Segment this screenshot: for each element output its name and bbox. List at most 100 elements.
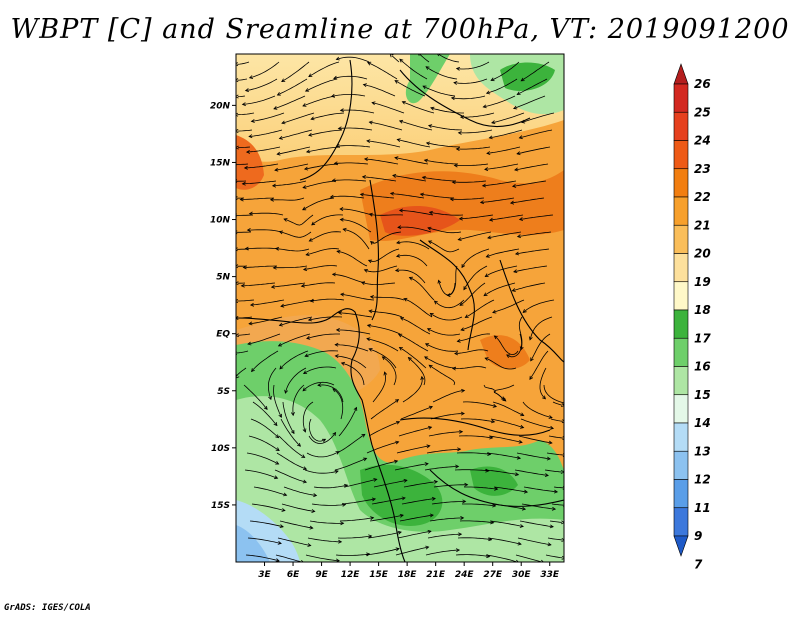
streamline-arrow-15	[333, 75, 338, 80]
streamline-181	[367, 324, 401, 335]
streamline-arrow-79	[271, 183, 277, 188]
streamline-259	[426, 448, 461, 454]
streamline-95	[420, 193, 455, 199]
streamline-266	[304, 469, 339, 474]
streamline-arrow-80	[302, 185, 307, 189]
streamline-arrow-308	[277, 540, 282, 545]
field-north-green-1	[405, 54, 450, 104]
streamline-84	[422, 176, 457, 182]
streamline-arrow-125	[342, 227, 347, 232]
streamline-285	[553, 486, 564, 489]
streamline-arrow-169	[337, 311, 342, 315]
streamline-arrow-82	[361, 175, 366, 179]
streamline-42	[491, 112, 525, 124]
streamline-219	[543, 384, 564, 404]
streamline-arrow-6	[418, 54, 420, 56]
streamline-61	[397, 139, 431, 148]
streamline-arrow-297	[279, 524, 284, 528]
streamline-arrow-103	[339, 207, 344, 211]
streamline-210	[273, 384, 282, 418]
streamline-211	[292, 384, 305, 416]
streamline-arrow-141	[484, 273, 489, 277]
border-3	[369, 179, 379, 321]
streamline-arrow-267	[363, 457, 368, 462]
streamline-144	[241, 282, 276, 287]
streamline-arrow-78	[241, 181, 246, 186]
streamline-315	[457, 537, 492, 541]
streamline-65	[517, 146, 551, 155]
streamline-arrow-37	[339, 108, 344, 113]
streamline-117	[427, 227, 462, 234]
streamline-arrow-235	[394, 399, 400, 403]
streamline-221	[282, 401, 295, 434]
streamline-arrow-196	[493, 335, 498, 340]
streamline-272	[484, 469, 519, 476]
streamline-212	[302, 381, 335, 392]
streamline-arrow-128	[427, 240, 433, 245]
streamline-258	[396, 445, 430, 454]
streamline-arrow-225	[420, 375, 425, 381]
streamline-141	[485, 265, 518, 277]
streamline-168	[308, 316, 343, 321]
streamline-281	[433, 484, 468, 488]
streamline-278	[343, 478, 377, 488]
streamline-arrow-216	[428, 364, 433, 369]
streamline-arrow-199	[268, 395, 272, 401]
streamline-248	[428, 431, 463, 437]
streamline-79	[272, 180, 307, 187]
streamline-arrow-39	[401, 101, 406, 105]
streamline-arrow-107	[458, 216, 463, 221]
streamline-282	[464, 486, 498, 490]
streamline-arrow-284	[553, 489, 559, 494]
wbpt-field	[236, 54, 564, 562]
streamline-arrow-81	[331, 178, 336, 183]
streamline-arrow-100	[248, 211, 253, 216]
streamline-56	[246, 146, 281, 153]
streamline-31	[483, 95, 516, 108]
streamline-254	[276, 452, 307, 470]
streamline-arrow-265	[302, 479, 308, 484]
x-tick-label-3: 12E	[341, 570, 361, 580]
streamline-arrow-149	[394, 268, 400, 273]
colorbar-label-1: 25	[694, 105, 711, 119]
x-tick-label-4: 15E	[369, 570, 389, 580]
streamline-39	[402, 101, 435, 114]
streamline-252	[548, 435, 564, 439]
streamline-22	[237, 95, 246, 97]
border-2	[399, 69, 531, 128]
streamline-arrow-50	[398, 119, 404, 124]
streamline-142	[513, 265, 548, 273]
streamline-25	[302, 95, 336, 107]
streamline-arrow-192	[366, 337, 371, 342]
streamline-arrow-246	[395, 421, 401, 425]
streamline-arrow-109	[518, 217, 524, 221]
streamline-arrow-173	[460, 327, 465, 332]
streamline-arrow-195	[454, 351, 459, 356]
streamline-arrow-105	[398, 208, 403, 213]
streamline-arrow-185	[506, 354, 511, 359]
streamline-arrow-218	[500, 396, 505, 401]
colorbar-cell-7	[673, 253, 689, 283]
streamline-40	[430, 107, 464, 114]
colorbar-label-8: 18	[694, 303, 711, 317]
streamline-arrow-159	[369, 295, 374, 299]
streamline-292	[431, 501, 466, 505]
streamline-4	[336, 56, 370, 63]
streamline-arrow-222	[302, 428, 307, 433]
streamline-arrow-38	[371, 101, 376, 106]
streamline-283	[493, 486, 528, 493]
streamline-arrow-236	[428, 405, 433, 410]
streamline-arrow-307	[561, 520, 564, 525]
streamline-arrow-123	[274, 246, 280, 251]
streamline-arrow-0	[236, 62, 239, 67]
streamline-arrow-129	[461, 263, 466, 269]
streamline-arrow-301	[399, 513, 404, 518]
colorbar-cell-10	[673, 337, 689, 367]
streamline-arrow-1	[248, 75, 254, 79]
streamline-63	[456, 146, 491, 150]
streamline-246	[368, 421, 400, 437]
streamline-179	[306, 333, 340, 339]
streamline-arrow-180	[335, 328, 340, 332]
streamline-316	[487, 537, 522, 545]
streamline-3	[308, 61, 340, 77]
